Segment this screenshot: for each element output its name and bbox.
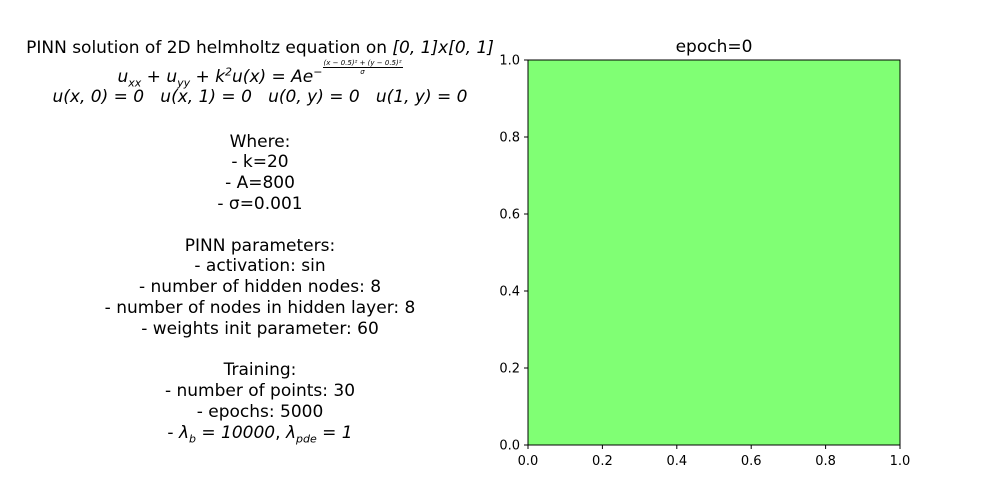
training-points: - number of points: 30 [164,381,356,402]
x-tick-label: 0.4 [666,454,687,469]
y-tick-label: 0.0 [499,439,520,454]
x-tick-label: 0.6 [741,454,762,469]
param-sigma: - σ=0.001 [217,193,303,214]
boundary-conditions: u(x, 0) = 0 u(x, 1) = 0 u(0, y) = 0 u(1,… [52,86,468,107]
panel-title: PINN solution of 2D helmholtz equation o… [26,38,494,58]
x-tick-label: 0.2 [592,454,613,469]
training-header: Training: [223,360,297,381]
y-tick-label: 0.8 [499,131,520,146]
y-tick-label: 1.0 [499,54,520,69]
y-tick-label: 0.2 [499,362,520,377]
pinn-header: PINN parameters: [184,235,336,256]
heatmap-fill [528,60,900,445]
equation-description-panel: PINN solution of 2D helmholtz equation o… [20,38,500,450]
where-header: Where: [229,131,291,152]
training-lambdas: - λb = 10000, λpde = 1 [167,422,353,446]
plot-frame [527,59,901,446]
pde-equation: uxx + uyy + k2u(x) = Ae− (x − 0.5)² + (y … [117,58,403,90]
param-a: - A=800 [225,173,295,194]
pinn-activation: - activation: sin [194,256,326,277]
pinn-nodes-hidden-layer: - number of nodes in hidden layer: 8 [104,297,416,318]
chart-title: epoch=0 [676,37,753,57]
training-epochs: - epochs: 5000 [196,401,324,422]
x-tick-label: 0.8 [815,454,836,469]
y-axis-ticks: 0.0 0.2 0.4 0.6 0.8 1.0 [499,54,528,454]
pinn-weights-init: - weights init parameter: 60 [141,318,379,339]
x-tick-label: 1.0 [890,454,911,469]
x-axis-ticks: 0.0 0.2 0.4 0.6 0.8 1.0 [518,445,911,469]
param-k: - k=20 [231,152,289,173]
y-tick-label: 0.6 [499,208,520,223]
y-tick-label: 0.4 [499,285,520,300]
pinn-hidden-nodes: - number of hidden nodes: 8 [138,277,382,298]
x-tick-label: 0.0 [518,454,539,469]
